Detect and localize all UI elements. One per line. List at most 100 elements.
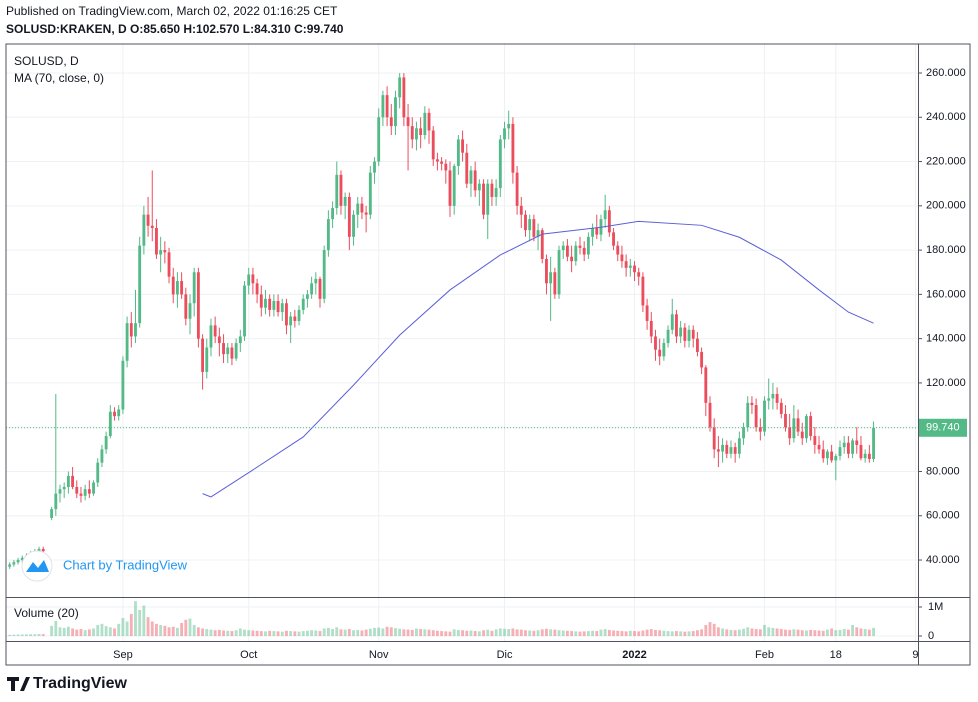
volume-bar	[582, 631, 586, 637]
volume-bar	[37, 633, 41, 637]
volume-bar	[285, 630, 288, 637]
candle-body	[12, 562, 16, 565]
candle-body	[71, 475, 75, 487]
volume-bar	[599, 629, 603, 637]
volume-bar	[565, 630, 569, 637]
candle-body	[859, 444, 863, 459]
legend-volume: Volume (20)	[14, 606, 79, 620]
candle-body	[41, 548, 45, 552]
candle-body	[196, 272, 200, 339]
volume-tick-label: 0	[928, 630, 934, 642]
candle-body	[272, 301, 276, 310]
candle-body	[817, 444, 821, 450]
candle-body	[62, 486, 66, 490]
candle-body	[113, 411, 116, 417]
volume-bar	[71, 628, 75, 637]
volume-bar	[423, 629, 427, 637]
volume-bar	[591, 630, 595, 637]
volume-bar	[473, 631, 477, 637]
volume-bar	[301, 631, 305, 637]
legend-ma: MA (70, close, 0)	[14, 71, 104, 85]
volume-bar	[830, 628, 834, 637]
candle-body	[238, 336, 242, 344]
candle-body	[444, 163, 448, 171]
candle-body	[415, 128, 418, 140]
volume-bar	[633, 631, 636, 637]
candle-body	[184, 294, 188, 319]
volume-bar	[792, 629, 796, 637]
plot	[6, 73, 918, 637]
candle-body	[645, 305, 649, 321]
volume-bar	[532, 630, 536, 637]
volume-bar	[66, 626, 70, 637]
volume-bar	[440, 631, 444, 637]
volume-bar	[419, 629, 423, 637]
candle-body	[456, 139, 460, 166]
volume-bar	[41, 634, 45, 637]
candle-body	[201, 338, 205, 372]
volume-bar	[515, 629, 519, 637]
candle-body	[92, 482, 95, 494]
volume-bar	[347, 629, 351, 637]
candle-body	[339, 174, 343, 206]
volume-bar	[62, 627, 66, 637]
volume-bar	[83, 630, 87, 637]
volume-bar	[691, 631, 695, 637]
volume-bar	[461, 630, 465, 637]
candle-body	[842, 442, 846, 448]
volume-bar	[716, 627, 720, 637]
candle-body	[846, 442, 850, 454]
x-tick-label: 9	[912, 649, 918, 661]
candle-body	[264, 298, 267, 308]
volume-bar	[121, 618, 125, 637]
volume-bar	[373, 627, 376, 637]
candle-body	[368, 172, 372, 215]
volume-bar	[318, 631, 322, 637]
candle-body	[712, 427, 716, 450]
volume-bar	[280, 631, 284, 637]
volume-bar	[33, 634, 37, 637]
volume-bar	[297, 631, 301, 637]
candle-body	[767, 398, 771, 401]
candle-body	[557, 250, 561, 295]
candle-body	[150, 225, 154, 228]
candle-body	[872, 427, 875, 459]
candle-body	[37, 548, 41, 552]
volume-bar	[519, 629, 523, 637]
volume-bar	[846, 629, 850, 637]
volume-bar	[238, 628, 242, 637]
volume-bar	[201, 628, 205, 637]
candle-body	[347, 196, 351, 237]
volume-bar	[825, 629, 829, 637]
candle-body	[482, 183, 485, 215]
candle-body	[570, 256, 574, 262]
candle-body	[326, 219, 330, 251]
candle-body	[435, 159, 439, 162]
volume-bar	[549, 629, 553, 637]
candle-body	[658, 349, 662, 357]
candle-body	[473, 170, 477, 191]
volume-bar	[679, 631, 683, 637]
candle-body	[66, 475, 70, 487]
volume-bar	[721, 628, 725, 637]
volume-bar	[150, 621, 154, 637]
volume-bar	[540, 629, 544, 637]
volume-bar	[712, 623, 716, 637]
candle-body	[595, 227, 599, 235]
candle-body	[503, 128, 506, 140]
volume-bar	[268, 630, 272, 637]
volume-bar	[12, 634, 16, 637]
candle-body	[373, 161, 376, 173]
footer-logo	[7, 677, 30, 691]
volume-bar	[545, 628, 548, 637]
volume-bar	[851, 624, 855, 637]
volume-bar	[163, 625, 167, 637]
volume-bar	[624, 631, 628, 637]
candle-body	[289, 316, 293, 326]
candle-body	[20, 557, 24, 561]
volume-bar	[58, 627, 62, 637]
volume-bar	[276, 631, 280, 637]
candle-body	[125, 323, 129, 361]
volume-bar	[746, 627, 750, 637]
candle-body	[750, 402, 754, 406]
